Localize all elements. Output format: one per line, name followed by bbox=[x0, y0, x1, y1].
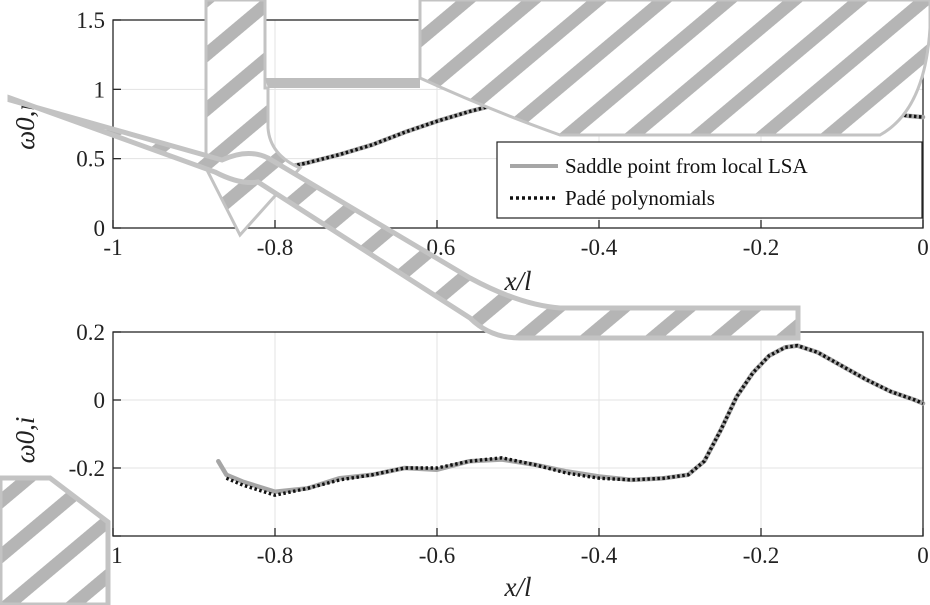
legend-box bbox=[496, 141, 923, 219]
bottom-axes-frame bbox=[112, 331, 924, 537]
x-tick-label: -0.8 bbox=[257, 235, 293, 260]
x-tick-label: 0 bbox=[917, 543, 929, 568]
y-tick-label: 0 bbox=[94, 388, 106, 413]
overlay-region-bottom-left bbox=[0, 475, 111, 605]
y-tick-label: 0 bbox=[94, 216, 106, 241]
bottom-y-axis-label: ω0,i bbox=[10, 417, 40, 464]
y-tick-label: 1 bbox=[94, 77, 106, 102]
x-tick-label: -0.4 bbox=[581, 235, 618, 260]
x-tick-label: -1 bbox=[103, 235, 122, 260]
x-tick-label: -0.6 bbox=[419, 543, 455, 568]
overlay-region-top-right bbox=[418, 0, 930, 137]
y-tick-label: 0.5 bbox=[76, 147, 105, 172]
y-tick-label: 0.2 bbox=[76, 320, 105, 345]
x-tick-label: -0.2 bbox=[743, 543, 779, 568]
legend-label-pade: Padé polynomials bbox=[565, 186, 715, 210]
bottom-x-axis-label: x/l bbox=[504, 572, 532, 602]
legend: Saddle point from local LSA Padé polynom… bbox=[496, 141, 923, 219]
y-tick-label: -0.2 bbox=[69, 456, 105, 481]
bottom-series-saddle bbox=[216, 343, 926, 495]
bottom-series-pade bbox=[225, 343, 924, 497]
x-tick-label: -0.4 bbox=[581, 543, 618, 568]
x-tick-label: -0.8 bbox=[257, 543, 293, 568]
y-tick-label: 1.5 bbox=[76, 8, 105, 33]
legend-label-saddle: Saddle point from local LSA bbox=[565, 154, 808, 178]
overlay-box bbox=[265, 78, 420, 88]
bottom-panel: -1-0.8-0.6-0.4-0.20-0.4-0.200.2x/lω0,i bbox=[10, 320, 929, 602]
top-x-axis-label: x/l bbox=[504, 266, 532, 296]
x-tick-label: -0.2 bbox=[743, 235, 779, 260]
x-tick-label: 0 bbox=[917, 235, 929, 260]
overlay-diagonal-band bbox=[7, 94, 801, 341]
